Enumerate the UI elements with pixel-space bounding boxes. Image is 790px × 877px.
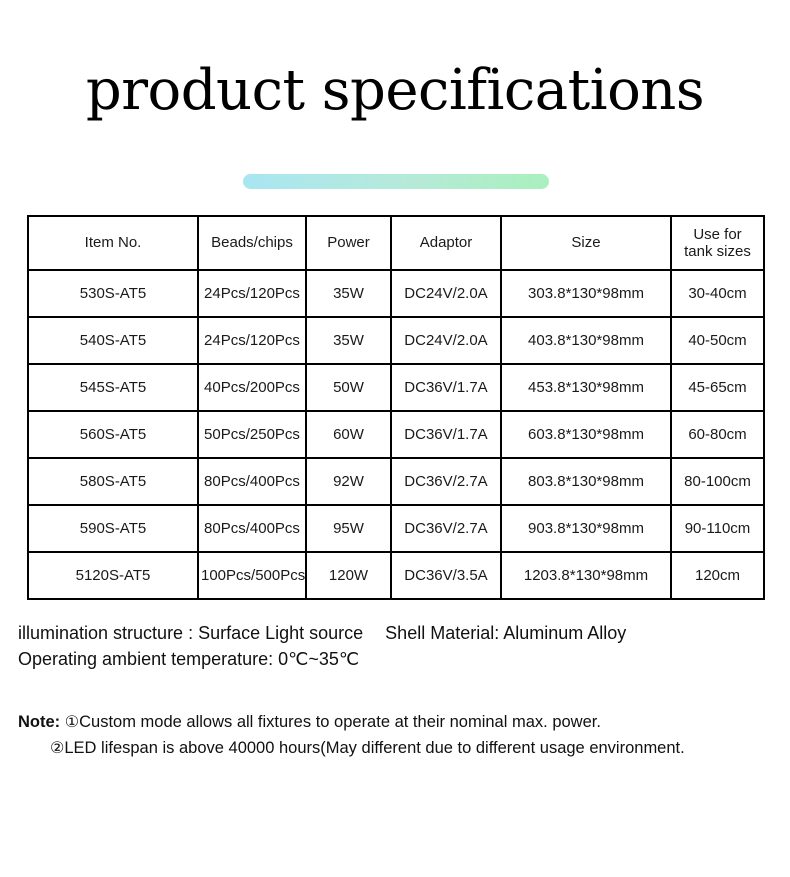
note-line-1: Note: ①Custom mode allows all fixtures t…: [18, 710, 788, 736]
cell-size: 803.8*130*98mm: [500, 457, 672, 506]
cell-beads-chips: 24Pcs/120Pcs: [197, 316, 307, 365]
page-title: product specifications: [85, 58, 705, 123]
cell-power: 35W: [305, 269, 392, 318]
cell-adaptor: DC36V/2.7A: [390, 457, 502, 506]
specifications-table-container: Item No. Beads/chips Power Adaptor Size …: [27, 215, 765, 600]
spec-illumination-structure: illumination structure : Surface Light s…: [18, 623, 364, 643]
cell-item-no: 540S-AT5: [27, 316, 199, 365]
cell-tank-size: 90-110cm: [670, 504, 765, 553]
cell-power: 50W: [305, 363, 392, 412]
specifications-table: Item No. Beads/chips Power Adaptor Size …: [27, 215, 765, 600]
spec-line-operating-temperature: Operating ambient temperature: 0℃~35℃: [18, 646, 778, 672]
cell-power: 120W: [305, 551, 392, 600]
cell-size: 603.8*130*98mm: [500, 410, 672, 459]
cell-tank-size: 120cm: [670, 551, 765, 600]
table-row: 5120S-AT5 100Pcs/500Pcs 120W DC36V/3.5A …: [27, 551, 765, 600]
cell-item-no: 580S-AT5: [27, 457, 199, 506]
cell-adaptor: DC24V/2.0A: [390, 269, 502, 318]
cell-size: 1203.8*130*98mm: [500, 551, 672, 600]
cell-tank-size: 40-50cm: [670, 316, 765, 365]
cell-beads-chips: 40Pcs/200Pcs: [197, 363, 307, 412]
table-row: 530S-AT5 24Pcs/120Pcs 35W DC24V/2.0A 303…: [27, 269, 765, 318]
title-highlight-bar: [243, 174, 549, 189]
cell-size: 453.8*130*98mm: [500, 363, 672, 412]
column-header-adaptor: Adaptor: [390, 215, 502, 271]
spec-operating-temperature: Operating ambient temperature: 0℃~35℃: [18, 649, 360, 670]
cell-tank-size: 45-65cm: [670, 363, 765, 412]
note-line-2: ②LED lifespan is above 40000 hours(May d…: [18, 736, 788, 762]
table-row: 590S-AT5 80Pcs/400Pcs 95W DC36V/2.7A 903…: [27, 504, 765, 553]
table-row: 580S-AT5 80Pcs/400Pcs 92W DC36V/2.7A 803…: [27, 457, 765, 506]
spec-line-illumination-shell: illumination structure : Surface Light s…: [18, 620, 778, 646]
column-header-tank-sizes-line2: tank sizes: [684, 243, 751, 260]
column-header-tank-sizes-line1: Use for: [693, 225, 742, 243]
table-row: 545S-AT5 40Pcs/200Pcs 50W DC36V/1.7A 453…: [27, 363, 765, 412]
cell-item-no: 530S-AT5: [27, 269, 199, 318]
cell-beads-chips: 50Pcs/250Pcs: [197, 410, 307, 459]
note-item-2-text: LED lifespan is above 40000 hours(May di…: [64, 738, 685, 757]
cell-adaptor: DC36V/3.5A: [390, 551, 502, 600]
note-item-1-text: Custom mode allows all fixtures to opera…: [79, 713, 601, 731]
cell-size: 303.8*130*98mm: [500, 269, 672, 318]
table-row: 540S-AT5 24Pcs/120Pcs 35W DC24V/2.0A 403…: [27, 316, 765, 365]
cell-item-no: 560S-AT5: [27, 410, 199, 459]
cell-tank-size: 80-100cm: [670, 457, 765, 506]
cell-beads-chips: 100Pcs/500Pcs: [197, 551, 307, 600]
cell-item-no: 5120S-AT5: [27, 551, 199, 600]
spec-shell-material: Shell Material: Aluminum Alloy: [385, 623, 627, 643]
table-body: 530S-AT5 24Pcs/120Pcs 35W DC24V/2.0A 303…: [27, 269, 765, 600]
column-header-size: Size: [500, 215, 672, 271]
cell-item-no: 590S-AT5: [27, 504, 199, 553]
column-header-power: Power: [305, 215, 392, 271]
cell-power: 95W: [305, 504, 392, 553]
note-label: Note:: [18, 713, 61, 731]
cell-adaptor: DC24V/2.0A: [390, 316, 502, 365]
additional-specs-block: illumination structure : Surface Light s…: [18, 620, 778, 672]
cell-power: 92W: [305, 457, 392, 506]
cell-power: 60W: [305, 410, 392, 459]
page-title-block: product specifications: [0, 58, 790, 189]
table-header-row: Item No. Beads/chips Power Adaptor Size …: [27, 215, 765, 271]
cell-size: 403.8*130*98mm: [500, 316, 672, 365]
cell-beads-chips: 24Pcs/120Pcs: [197, 269, 307, 318]
column-header-tank-sizes: Use for tank sizes: [670, 215, 765, 271]
note-marker-2-icon: ②: [50, 739, 65, 757]
cell-tank-size: 30-40cm: [670, 269, 765, 318]
cell-tank-size: 60-80cm: [670, 410, 765, 459]
table-row: 560S-AT5 50Pcs/250Pcs 60W DC36V/1.7A 603…: [27, 410, 765, 459]
note-marker-1-icon: ①: [64, 714, 80, 731]
cell-size: 903.8*130*98mm: [500, 504, 672, 553]
cell-adaptor: DC36V/1.7A: [390, 410, 502, 459]
column-header-item-no: Item No.: [27, 215, 199, 271]
column-header-beads-chips: Beads/chips: [197, 215, 307, 271]
cell-beads-chips: 80Pcs/400Pcs: [197, 457, 307, 506]
cell-item-no: 545S-AT5: [27, 363, 199, 412]
cell-adaptor: DC36V/2.7A: [390, 504, 502, 553]
cell-beads-chips: 80Pcs/400Pcs: [197, 504, 307, 553]
cell-power: 35W: [305, 316, 392, 365]
note-block: Note: ①Custom mode allows all fixtures t…: [18, 710, 788, 762]
cell-adaptor: DC36V/1.7A: [390, 363, 502, 412]
